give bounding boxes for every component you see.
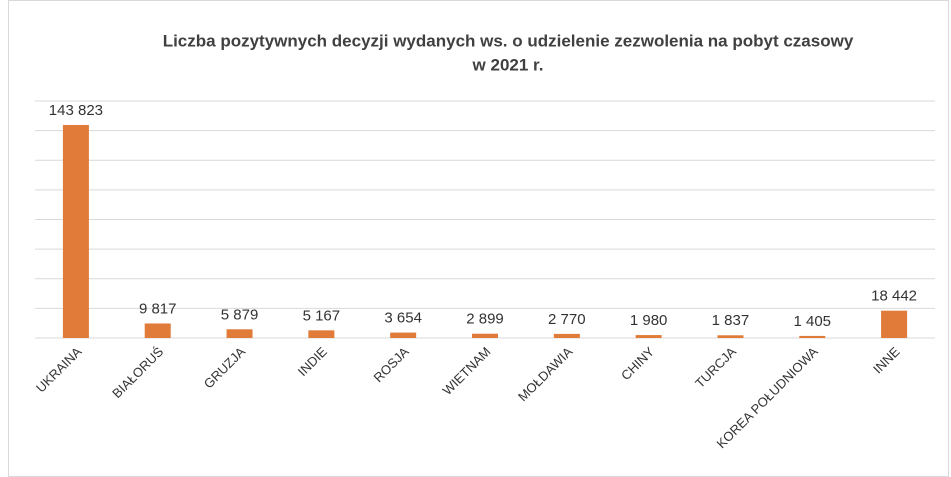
x-tick-label: BIAŁORUŚ [109,344,166,401]
value-label: 2 770 [548,311,586,328]
x-tick-label: GRUZJA [201,344,249,392]
bar [799,335,826,338]
bar [226,329,253,338]
x-tick-label: INNE [870,344,903,377]
x-tick-label: ROSJA [370,344,411,385]
bar [472,333,498,338]
x-tick-label: WIETNAM [440,344,494,398]
bar [62,124,89,338]
x-tick-label: MOŁDAWIA [515,344,576,405]
value-label: 1 980 [630,312,668,329]
chart-title: w 2021 r. [472,55,544,74]
x-tick-label: INDIE [295,344,330,379]
bar [881,310,908,338]
value-label: 2 899 [466,311,504,328]
chart-title: Liczba pozytywnych decyzji wydanych ws. … [163,31,854,50]
bar [390,332,417,338]
value-label: 1 405 [793,313,831,330]
bar [635,335,662,338]
value-label: 5 167 [303,307,341,324]
bar [144,323,171,338]
x-tick-label: UKRAINA [33,344,85,396]
value-label: 1 837 [712,312,750,329]
value-label: 3 654 [384,310,422,327]
value-label: 18 442 [871,288,917,305]
bar [308,330,335,338]
bar [553,333,580,338]
x-tick-label: TURCJA [692,344,739,391]
x-tick-label: CHINY [618,344,657,383]
value-label: 5 879 [221,306,259,323]
value-label: 143 823 [49,102,103,119]
value-label: 9 817 [139,300,177,317]
bar [717,335,744,338]
